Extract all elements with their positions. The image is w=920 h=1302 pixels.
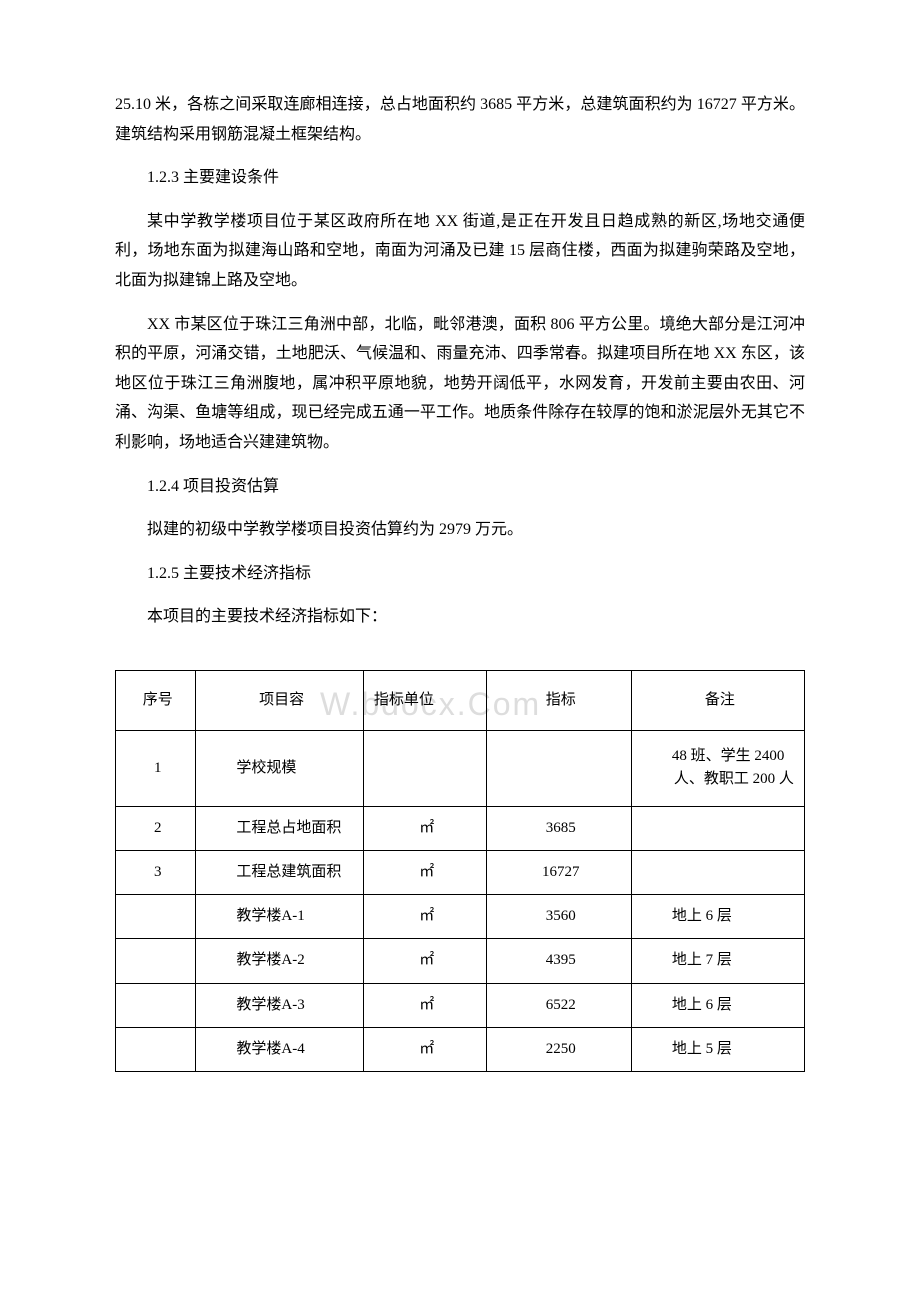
- cell-val: 6522: [486, 983, 631, 1027]
- table-row: 2 工程总占地面积 ㎡ 3685: [116, 806, 805, 850]
- paragraph-indicators-intro: 本项目的主要技术经济指标如下：: [115, 602, 805, 632]
- cell-unit: ㎡: [363, 939, 486, 983]
- indicators-table-wrapper: W.bdocx.Com 序号 项目容 指标单位 指标 备注 1 学校规模 48 …: [115, 670, 805, 1072]
- paragraph-continuation: 25.10 米，各栋之间采取连廊相连接，总占地面积约 3685 平方米，总建筑面…: [115, 90, 805, 149]
- cell-val: 3685: [486, 806, 631, 850]
- cell-name: 教学楼A-1: [196, 895, 364, 939]
- cell-unit: ㎡: [363, 895, 486, 939]
- cell-name: 工程总建筑面积: [196, 850, 364, 894]
- cell-note: [631, 806, 804, 850]
- paragraph-location: 某中学教学楼项目位于某区政府所在地 XX 街道,是正在开发且日趋成熟的新区,场地…: [115, 207, 805, 296]
- cell-seq: 3: [116, 850, 196, 894]
- cell-seq: [116, 939, 196, 983]
- cell-seq: [116, 983, 196, 1027]
- cell-unit: [363, 731, 486, 807]
- table-row: 教学楼A-3 ㎡ 6522 地上 6 层: [116, 983, 805, 1027]
- cell-seq: 2: [116, 806, 196, 850]
- indicators-table: 序号 项目容 指标单位 指标 备注 1 学校规模 48 班、学生 2400 人、…: [115, 670, 805, 1072]
- table-row: 1 学校规模 48 班、学生 2400 人、教职工 200 人: [116, 731, 805, 807]
- paragraph-investment: 拟建的初级中学教学楼项目投资估算约为 2979 万元。: [115, 515, 805, 545]
- cell-note: 地上 5 层: [631, 1027, 804, 1071]
- cell-note: 48 班、学生 2400 人、教职工 200 人: [631, 731, 804, 807]
- cell-unit: ㎡: [363, 806, 486, 850]
- table-row: 3 工程总建筑面积 ㎡ 16727: [116, 850, 805, 894]
- cell-seq: 1: [116, 731, 196, 807]
- cell-seq: [116, 1027, 196, 1071]
- cell-note: 地上 6 层: [631, 983, 804, 1027]
- cell-note: 地上 7 层: [631, 939, 804, 983]
- table-row: 教学楼A-1 ㎡ 3560 地上 6 层: [116, 895, 805, 939]
- section-heading-1-2-4: 1.2.4 项目投资估算: [115, 472, 805, 502]
- cell-unit: ㎡: [363, 1027, 486, 1071]
- cell-name: 教学楼A-2: [196, 939, 364, 983]
- cell-note: 地上 6 层: [631, 895, 804, 939]
- cell-name: 教学楼A-3: [196, 983, 364, 1027]
- header-unit: 指标单位: [363, 670, 486, 730]
- cell-seq: [116, 895, 196, 939]
- table-row: 教学楼A-2 ㎡ 4395 地上 7 层: [116, 939, 805, 983]
- cell-name: 学校规模: [196, 731, 364, 807]
- cell-val: 16727: [486, 850, 631, 894]
- header-name: 项目容: [196, 670, 364, 730]
- cell-val: 3560: [486, 895, 631, 939]
- cell-val: 2250: [486, 1027, 631, 1071]
- cell-val: 4395: [486, 939, 631, 983]
- cell-unit: ㎡: [363, 850, 486, 894]
- cell-name: 工程总占地面积: [196, 806, 364, 850]
- cell-name: 教学楼A-4: [196, 1027, 364, 1071]
- section-heading-1-2-3: 1.2.3 主要建设条件: [115, 163, 805, 193]
- section-heading-1-2-5: 1.2.5 主要技术经济指标: [115, 559, 805, 589]
- header-note: 备注: [631, 670, 804, 730]
- header-seq: 序号: [116, 670, 196, 730]
- header-val: 指标: [486, 670, 631, 730]
- paragraph-geography: XX 市某区位于珠江三角洲中部，北临，毗邻港澳，面积 806 平方公里。境绝大部…: [115, 310, 805, 458]
- cell-val: [486, 731, 631, 807]
- table-row: 教学楼A-4 ㎡ 2250 地上 5 层: [116, 1027, 805, 1071]
- cell-note: [631, 850, 804, 894]
- table-header-row: 序号 项目容 指标单位 指标 备注: [116, 670, 805, 730]
- cell-unit: ㎡: [363, 983, 486, 1027]
